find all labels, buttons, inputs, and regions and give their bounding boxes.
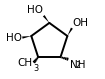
Polygon shape (67, 28, 73, 36)
Polygon shape (43, 15, 49, 23)
Polygon shape (22, 36, 31, 39)
Text: NH: NH (70, 60, 85, 70)
Text: CH: CH (18, 58, 33, 68)
Text: HO: HO (6, 33, 22, 43)
Text: HO: HO (27, 5, 43, 15)
Text: 3: 3 (33, 64, 38, 73)
Text: 2: 2 (75, 61, 81, 70)
Text: OH: OH (72, 18, 88, 28)
